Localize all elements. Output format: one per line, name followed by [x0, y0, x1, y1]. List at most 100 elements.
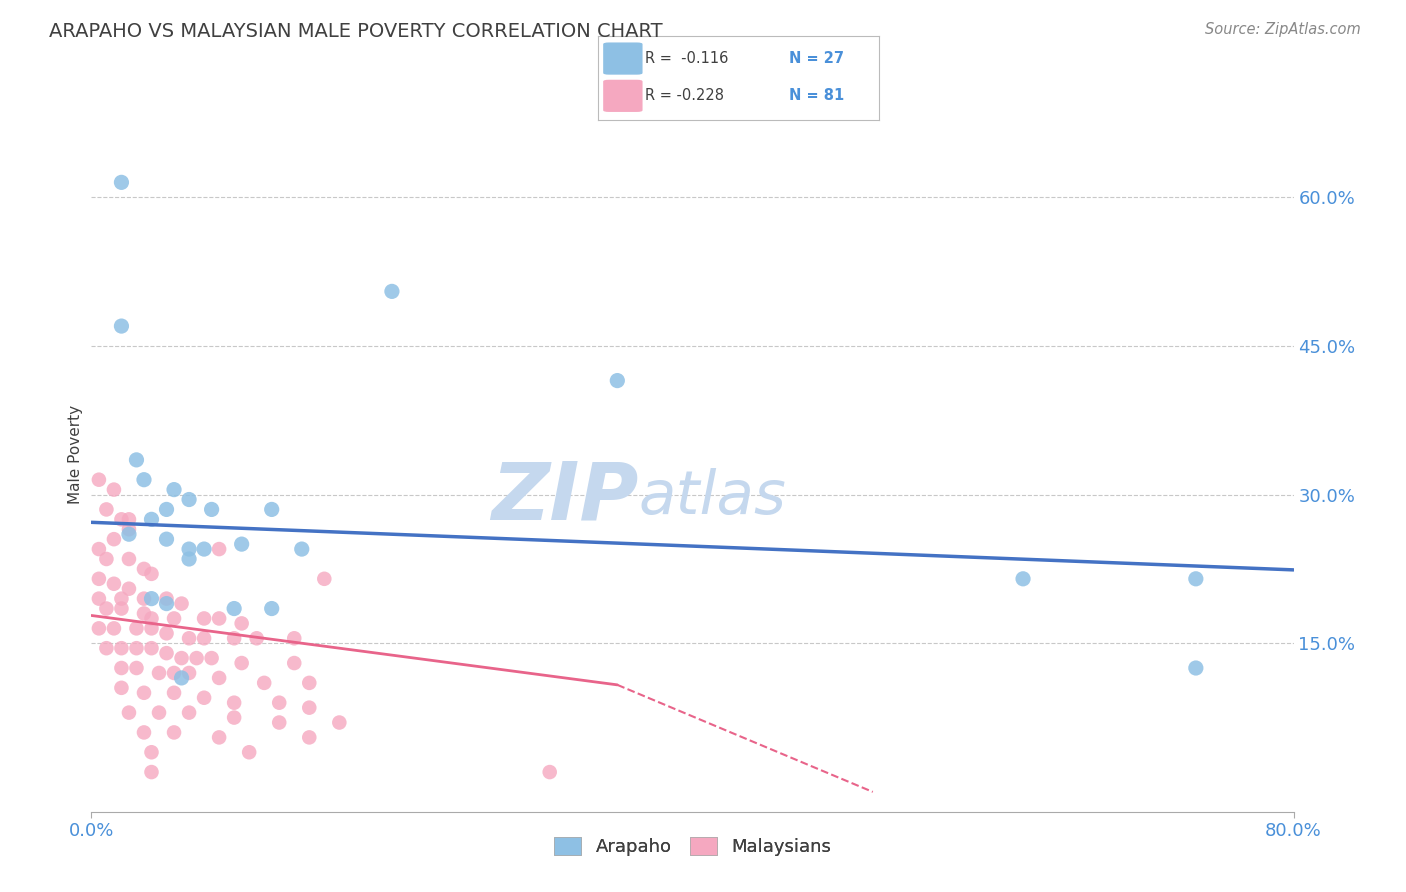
- Point: [96, 502, 118, 516]
- Legend: Arapaho, Malaysians: Arapaho, Malaysians: [547, 830, 838, 863]
- Point: [260, 601, 283, 615]
- Point: [177, 542, 200, 557]
- Point: [163, 483, 186, 497]
- Point: [170, 671, 193, 685]
- Point: [103, 532, 125, 546]
- Point: [231, 537, 253, 551]
- Point: [260, 502, 283, 516]
- Text: atlas: atlas: [638, 468, 786, 527]
- Point: [155, 597, 177, 611]
- Point: [253, 676, 276, 690]
- Point: [141, 591, 163, 606]
- Point: [177, 632, 200, 646]
- Point: [155, 646, 177, 660]
- Point: [141, 566, 163, 581]
- Point: [96, 641, 118, 656]
- FancyBboxPatch shape: [603, 43, 643, 75]
- Point: [103, 576, 125, 591]
- Point: [141, 512, 163, 526]
- Point: [224, 710, 246, 724]
- Point: [283, 656, 305, 670]
- Point: [155, 591, 177, 606]
- Text: R = -0.228: R = -0.228: [645, 88, 724, 103]
- Point: [118, 527, 141, 541]
- Point: [87, 572, 110, 586]
- Point: [208, 731, 231, 745]
- Point: [193, 542, 215, 557]
- Point: [177, 706, 200, 720]
- Point: [125, 641, 148, 656]
- Point: [96, 552, 118, 566]
- Point: [87, 473, 110, 487]
- Point: [163, 665, 186, 680]
- Point: [291, 542, 314, 557]
- Point: [170, 597, 193, 611]
- Point: [118, 706, 141, 720]
- Point: [103, 483, 125, 497]
- Point: [224, 696, 246, 710]
- Point: [298, 676, 321, 690]
- Point: [298, 700, 321, 714]
- Point: [177, 665, 200, 680]
- Point: [269, 696, 291, 710]
- Point: [193, 632, 215, 646]
- Point: [110, 601, 132, 615]
- Point: [163, 686, 186, 700]
- Point: [1185, 572, 1208, 586]
- Point: [163, 611, 186, 625]
- Point: [231, 616, 253, 631]
- Point: [1012, 572, 1035, 586]
- Point: [87, 591, 110, 606]
- Y-axis label: Male Poverty: Male Poverty: [67, 405, 83, 505]
- Point: [314, 572, 336, 586]
- Point: [201, 502, 224, 516]
- Point: [141, 621, 163, 635]
- Point: [208, 671, 231, 685]
- Text: R =  -0.116: R = -0.116: [645, 51, 728, 66]
- Point: [118, 582, 141, 596]
- Point: [110, 175, 132, 189]
- Point: [118, 512, 141, 526]
- Point: [201, 651, 224, 665]
- Point: [381, 285, 404, 299]
- Point: [148, 706, 170, 720]
- Point: [163, 725, 186, 739]
- Point: [132, 607, 155, 621]
- Point: [298, 731, 321, 745]
- Point: [177, 492, 200, 507]
- Point: [132, 686, 155, 700]
- Point: [132, 562, 155, 576]
- Point: [193, 611, 215, 625]
- Point: [155, 532, 177, 546]
- Point: [538, 765, 561, 780]
- Point: [103, 621, 125, 635]
- Point: [87, 621, 110, 635]
- Point: [238, 745, 260, 759]
- Point: [132, 725, 155, 739]
- FancyBboxPatch shape: [603, 79, 643, 112]
- Point: [118, 522, 141, 536]
- Point: [208, 542, 231, 557]
- Point: [141, 641, 163, 656]
- Point: [87, 542, 110, 557]
- Text: N = 27: N = 27: [789, 51, 844, 66]
- Point: [125, 453, 148, 467]
- Point: [125, 661, 148, 675]
- Point: [110, 591, 132, 606]
- Point: [141, 611, 163, 625]
- Point: [125, 621, 148, 635]
- Point: [132, 591, 155, 606]
- Text: N = 81: N = 81: [789, 88, 844, 103]
- Point: [328, 715, 350, 730]
- Point: [231, 656, 253, 670]
- Point: [141, 765, 163, 780]
- Point: [177, 552, 200, 566]
- Point: [283, 632, 305, 646]
- Point: [110, 681, 132, 695]
- Point: [269, 715, 291, 730]
- Point: [155, 502, 177, 516]
- Point: [110, 661, 132, 675]
- Point: [193, 690, 215, 705]
- Text: ZIP: ZIP: [491, 458, 638, 537]
- Point: [208, 611, 231, 625]
